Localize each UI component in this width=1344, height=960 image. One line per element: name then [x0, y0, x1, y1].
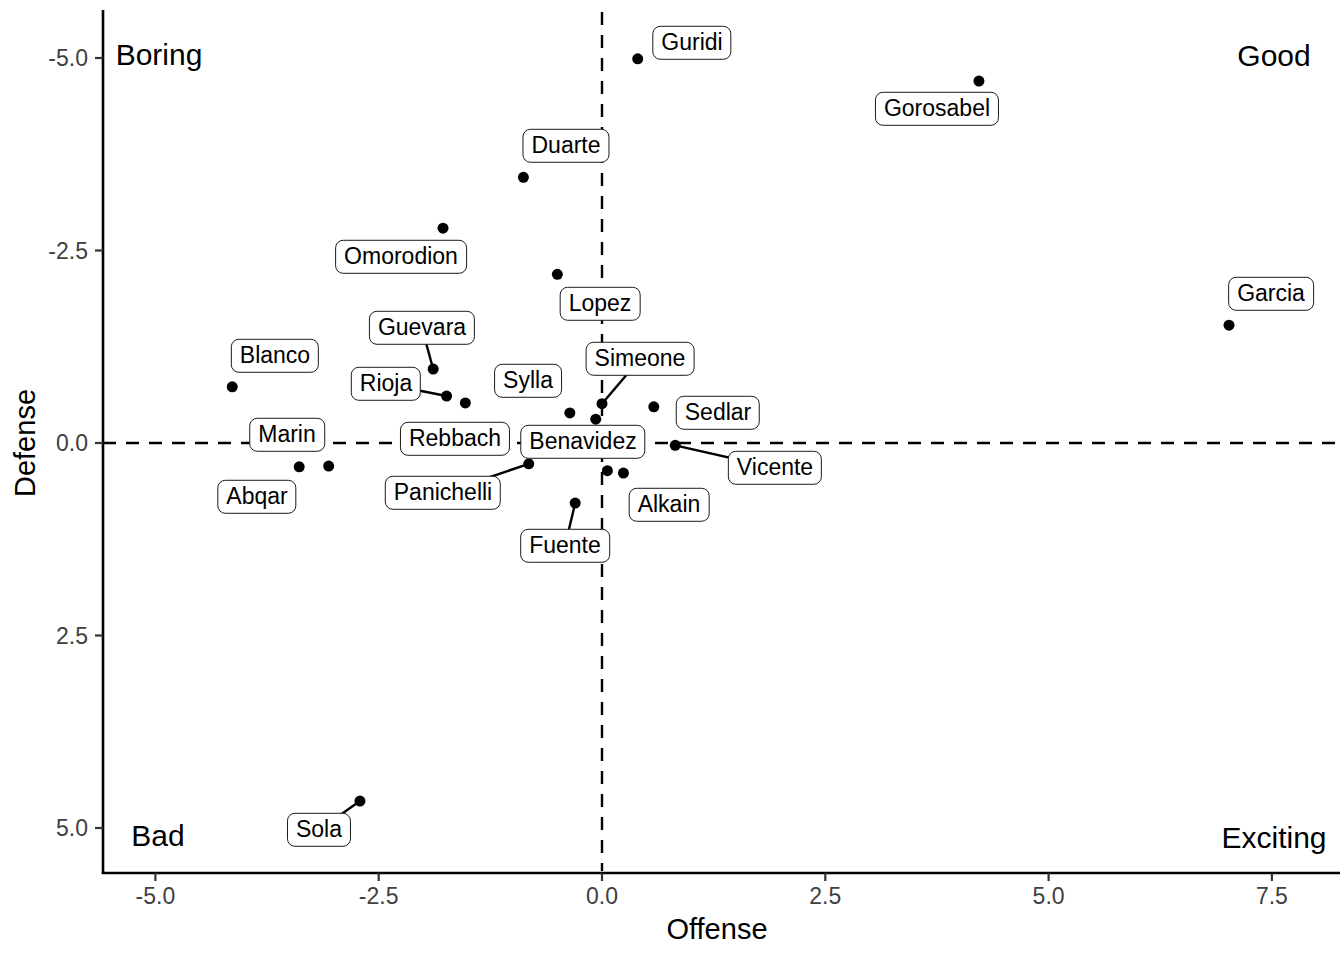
point-label-abqar: Abqar [217, 480, 296, 514]
point-label-gorosabel: Gorosabel [875, 92, 999, 126]
point-label-guevara: Guevara [369, 311, 475, 345]
point-label-rebbach: Rebbach [400, 422, 510, 456]
annotation-boring: Boring [116, 38, 203, 72]
y-tick-label: -5.0 [48, 45, 88, 72]
data-point-benavidez [590, 414, 601, 425]
point-label-vicente: Vicente [728, 451, 822, 485]
data-point-marin [323, 461, 334, 472]
point-label-fuente: Fuente [520, 529, 610, 563]
data-point-guridi [632, 53, 643, 64]
point-label-benavidez: Benavidez [520, 425, 645, 459]
point-label-lopez: Lopez [560, 287, 641, 321]
y-tick-label: -2.5 [48, 237, 88, 264]
data-point-sylla [564, 407, 575, 418]
point-label-guridi: Guridi [652, 26, 731, 60]
x-tick-label: 5.0 [1033, 883, 1065, 910]
data-point-blanco [227, 381, 238, 392]
x-tick-label: 0.0 [586, 883, 618, 910]
data-point-simeone [597, 398, 608, 409]
scatter-plot-figure: Boring Good Bad Exciting Offense Defense… [0, 0, 1344, 960]
point-label-blanco: Blanco [231, 339, 319, 373]
data-point [602, 465, 613, 476]
data-point-garcia [1224, 320, 1235, 331]
point-label-sola: Sola [287, 813, 351, 847]
y-axis-title: Defense [9, 389, 42, 497]
y-tick-label: 2.5 [56, 622, 88, 649]
chart-canvas [0, 0, 1344, 960]
point-label-marin: Marin [249, 418, 325, 452]
x-tick-label: 2.5 [809, 883, 841, 910]
data-point-omorodion [438, 223, 449, 234]
point-label-rioja: Rioja [351, 367, 421, 401]
annotation-good: Good [1237, 39, 1310, 73]
y-tick-label: 5.0 [56, 815, 88, 842]
data-point-sedlar [648, 401, 659, 412]
data-point-alkain [618, 468, 629, 479]
point-label-duarte: Duarte [522, 129, 609, 163]
data-point-gorosabel [973, 76, 984, 87]
data-point-vicente [670, 440, 681, 451]
annotation-bad: Bad [131, 819, 184, 853]
data-point-duarte [518, 172, 529, 183]
point-label-garcia: Garcia [1228, 277, 1314, 311]
data-point-guevara [428, 364, 439, 375]
data-point-panichelli [523, 458, 534, 469]
x-tick-label: 7.5 [1256, 883, 1288, 910]
data-point-lopez [552, 269, 563, 280]
x-tick-label: -2.5 [359, 883, 399, 910]
data-point-sola [354, 796, 365, 807]
annotation-exciting: Exciting [1221, 821, 1326, 855]
point-label-simeone: Simeone [586, 342, 695, 376]
point-label-sedlar: Sedlar [676, 396, 760, 430]
point-label-omorodion: Omorodion [335, 240, 467, 274]
data-point-fuente [570, 498, 581, 509]
point-label-sylla: Sylla [494, 364, 562, 398]
point-label-alkain: Alkain [629, 488, 710, 522]
data-point-rioja [441, 391, 452, 402]
point-label-panichelli: Panichelli [385, 476, 501, 510]
data-point-abqar [294, 461, 305, 472]
data-point-rebbach [460, 397, 471, 408]
y-tick-label: 0.0 [56, 430, 88, 457]
x-axis-title: Offense [666, 913, 767, 946]
x-tick-label: -5.0 [136, 883, 176, 910]
